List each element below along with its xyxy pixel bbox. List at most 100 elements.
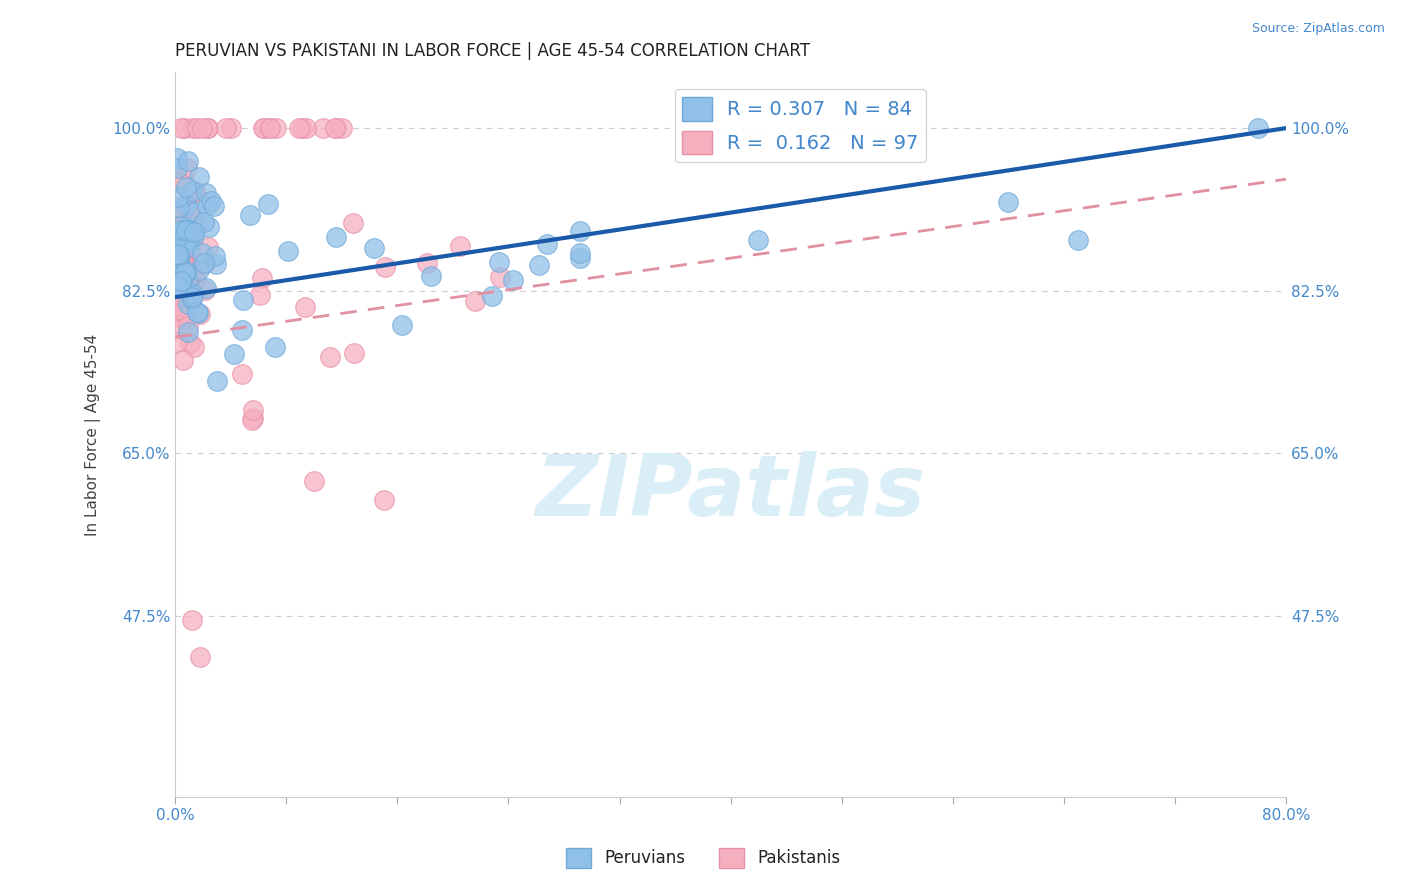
Point xyxy=(747,233,769,247)
Point xyxy=(568,246,591,260)
Point xyxy=(177,297,200,311)
Point xyxy=(166,161,188,175)
Point xyxy=(177,154,200,169)
Point xyxy=(1247,121,1270,136)
Point xyxy=(172,353,194,368)
Point xyxy=(186,272,208,286)
Point xyxy=(174,265,197,279)
Point xyxy=(176,161,198,175)
Point xyxy=(215,121,238,136)
Point xyxy=(330,121,353,136)
Point xyxy=(252,271,274,285)
Point xyxy=(219,121,242,136)
Point xyxy=(170,223,193,237)
Point xyxy=(181,289,204,303)
Point xyxy=(174,220,197,235)
Point xyxy=(489,270,512,285)
Point xyxy=(184,267,207,281)
Point xyxy=(302,474,325,488)
Point xyxy=(167,190,190,204)
Point xyxy=(170,232,193,246)
Point xyxy=(464,293,486,308)
Point xyxy=(172,304,194,318)
Point xyxy=(319,350,342,364)
Point xyxy=(259,121,281,136)
Point xyxy=(287,121,309,136)
Point xyxy=(166,255,188,269)
Point xyxy=(420,268,443,283)
Point xyxy=(263,340,285,354)
Point xyxy=(191,245,214,260)
Point xyxy=(166,298,188,312)
Point xyxy=(170,310,193,325)
Point xyxy=(190,307,212,321)
Point xyxy=(232,293,254,307)
Point xyxy=(179,229,201,244)
Point xyxy=(449,239,471,253)
Point xyxy=(166,250,188,264)
Point xyxy=(569,224,592,238)
Point xyxy=(183,229,205,244)
Point xyxy=(294,121,316,136)
Point xyxy=(166,298,188,312)
Point xyxy=(167,246,190,260)
Point xyxy=(173,286,195,301)
Point xyxy=(342,216,364,230)
Point xyxy=(166,233,188,247)
Point xyxy=(188,169,211,184)
Point xyxy=(167,250,190,264)
Point xyxy=(197,121,219,136)
Legend: R = 0.307   N = 84, R =  0.162   N = 97: R = 0.307 N = 84, R = 0.162 N = 97 xyxy=(675,89,927,162)
Point xyxy=(195,121,218,136)
Point xyxy=(176,198,198,212)
Point xyxy=(325,121,347,136)
Point xyxy=(488,255,510,269)
Point xyxy=(194,186,217,200)
Point xyxy=(177,318,200,333)
Point xyxy=(180,224,202,238)
Point xyxy=(257,197,280,211)
Point xyxy=(166,276,188,290)
Point xyxy=(373,492,395,507)
Point xyxy=(242,402,264,417)
Point xyxy=(193,256,215,270)
Point xyxy=(198,219,221,234)
Point xyxy=(997,195,1019,210)
Point xyxy=(169,299,191,313)
Point xyxy=(170,252,193,266)
Point xyxy=(173,280,195,294)
Point xyxy=(197,240,219,254)
Text: Source: ZipAtlas.com: Source: ZipAtlas.com xyxy=(1251,22,1385,36)
Point xyxy=(169,176,191,190)
Point xyxy=(181,121,204,136)
Point xyxy=(527,258,550,272)
Point xyxy=(312,121,335,136)
Y-axis label: In Labor Force | Age 45-54: In Labor Force | Age 45-54 xyxy=(86,334,101,536)
Point xyxy=(166,202,188,217)
Point xyxy=(188,650,211,665)
Point xyxy=(231,323,253,337)
Point xyxy=(179,336,201,351)
Point xyxy=(1067,233,1090,247)
Point xyxy=(536,236,558,251)
Point xyxy=(259,121,281,136)
Point xyxy=(363,241,385,255)
Point xyxy=(177,223,200,237)
Point xyxy=(187,262,209,277)
Point xyxy=(183,226,205,240)
Point xyxy=(170,219,193,234)
Point xyxy=(177,240,200,254)
Point xyxy=(416,256,439,270)
Point xyxy=(177,261,200,276)
Point xyxy=(169,121,191,136)
Point xyxy=(176,297,198,311)
Point xyxy=(176,310,198,325)
Text: ZIPatlas: ZIPatlas xyxy=(536,451,925,534)
Point xyxy=(195,198,218,212)
Point xyxy=(173,249,195,263)
Point xyxy=(180,205,202,219)
Point xyxy=(166,228,188,243)
Point xyxy=(172,170,194,185)
Point xyxy=(323,121,346,136)
Point xyxy=(174,222,197,236)
